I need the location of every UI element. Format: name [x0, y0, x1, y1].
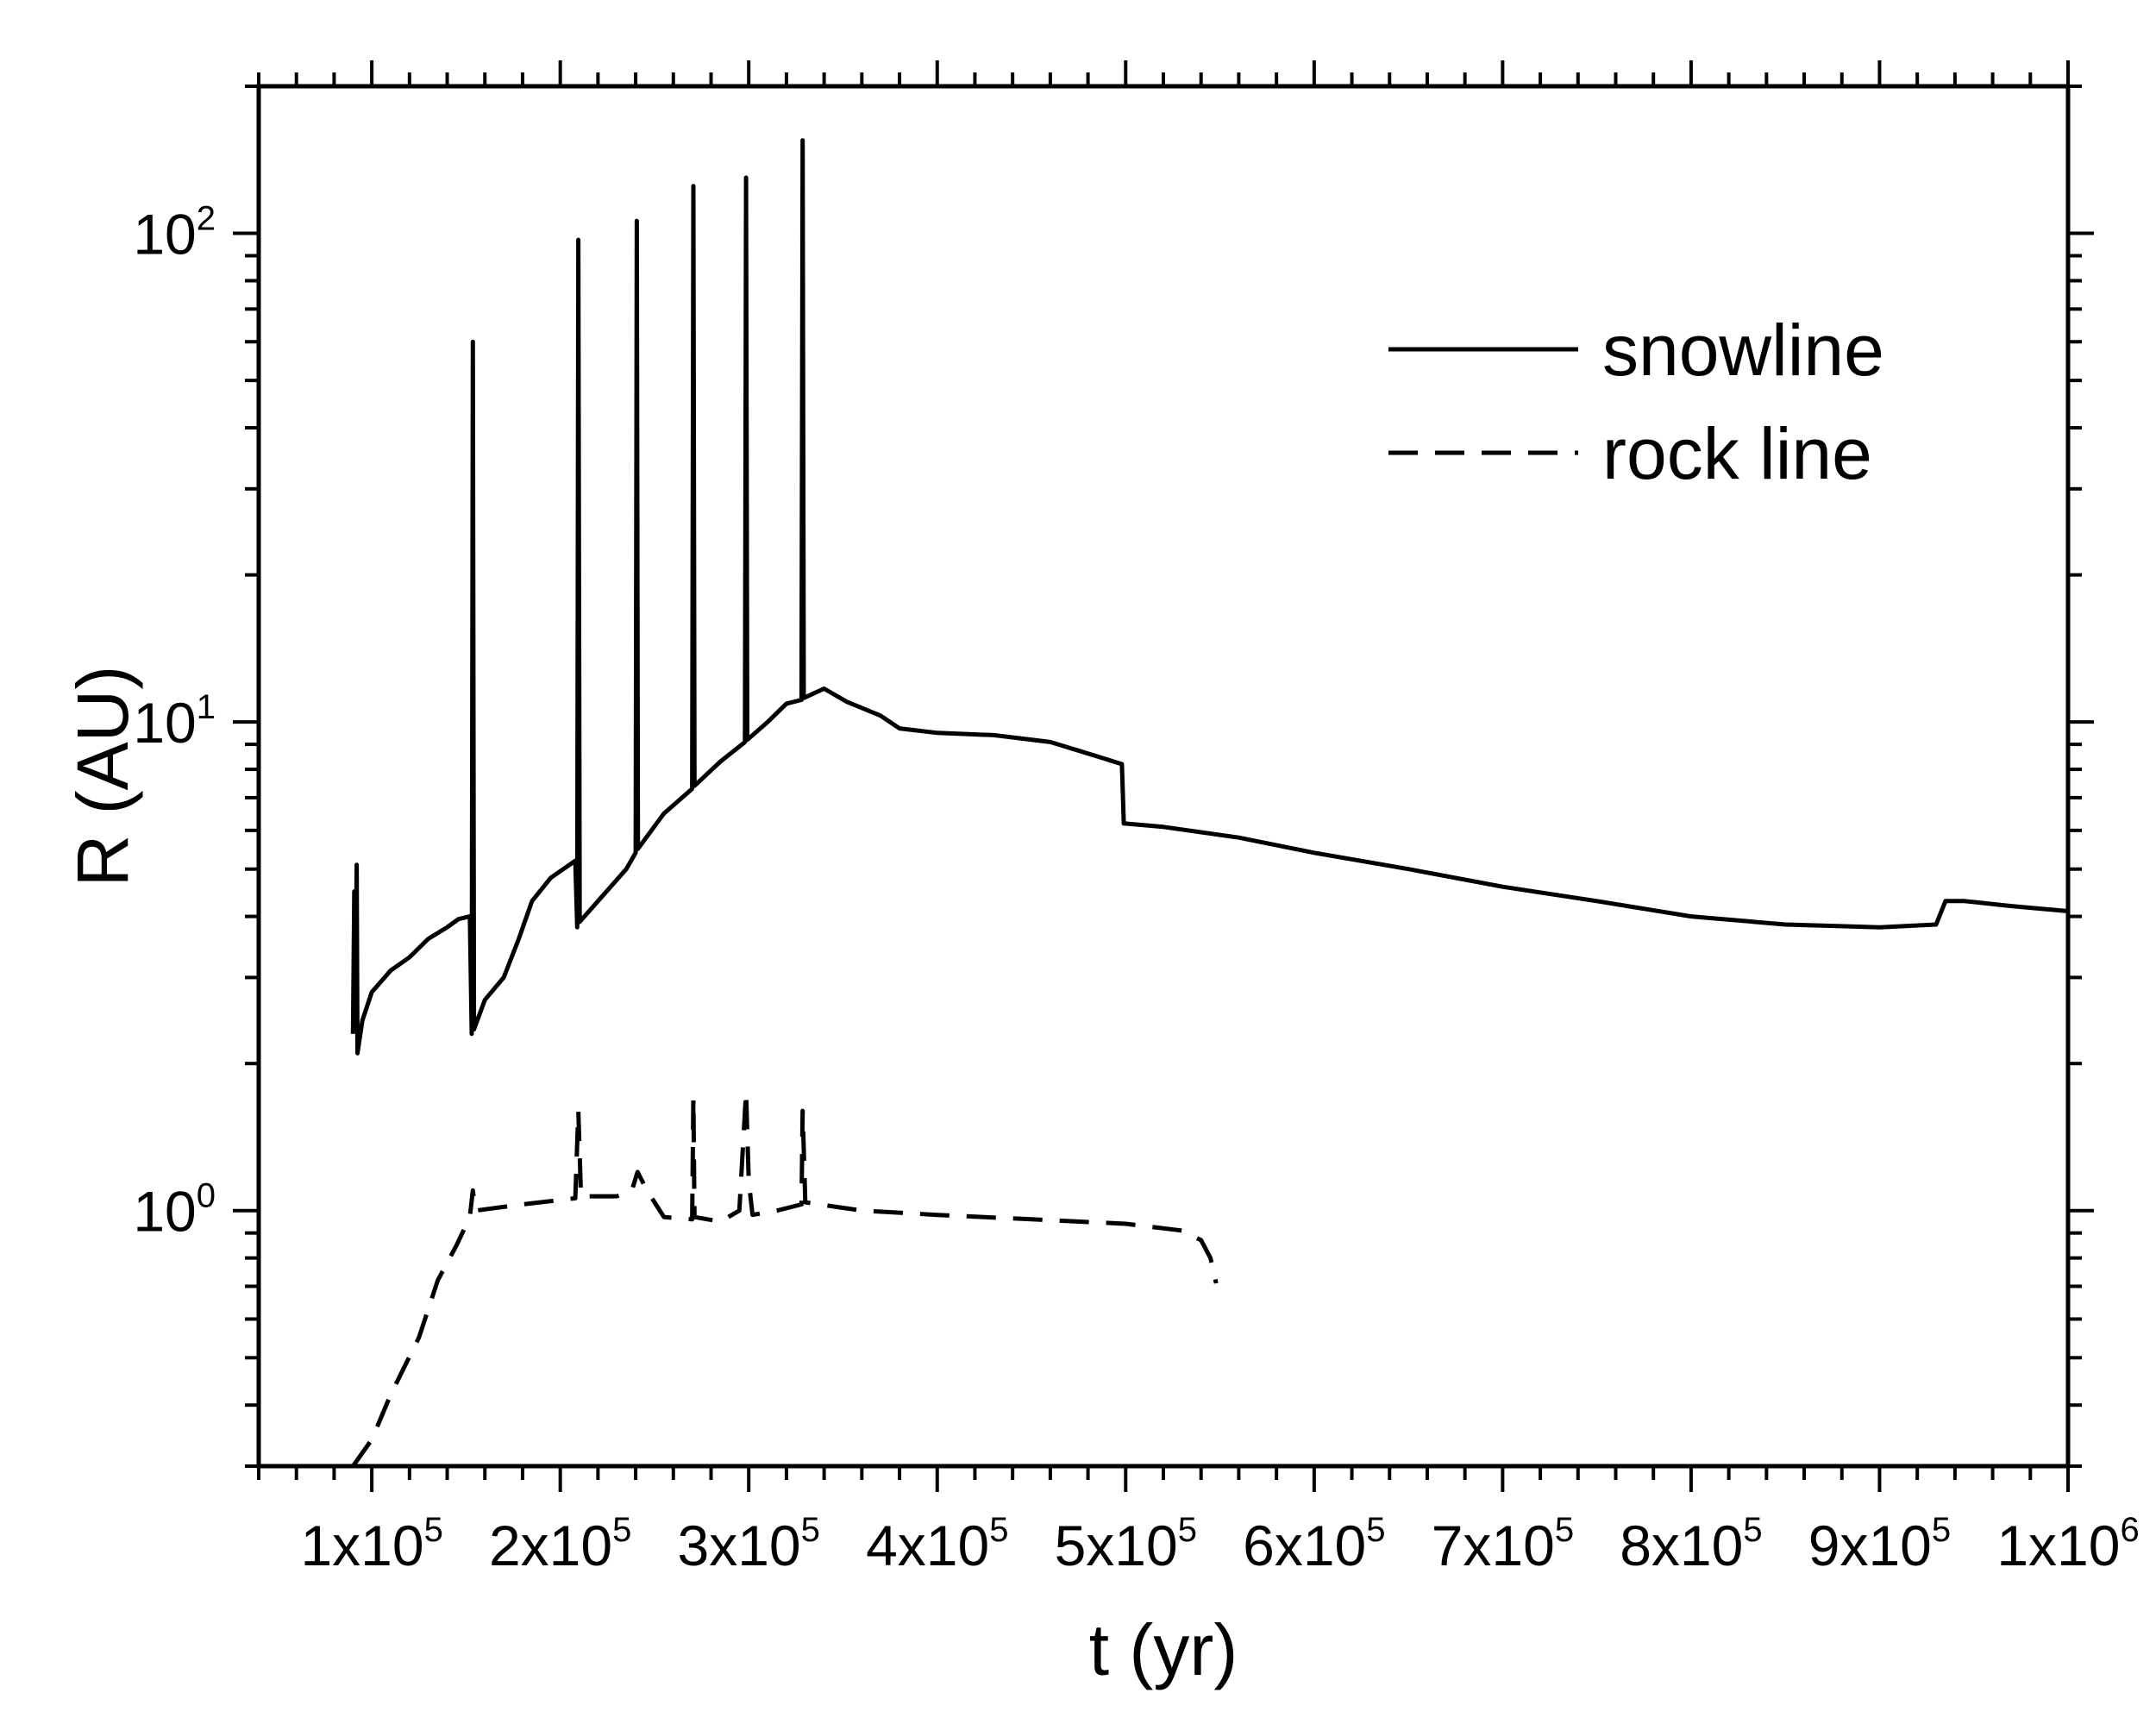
- x-tick-label-exp: 5: [989, 1511, 1008, 1549]
- y-tick-label-base: 10: [133, 203, 196, 266]
- y-tick-label-exp: 0: [197, 1177, 216, 1215]
- x-tick-label-exp: 5: [1555, 1511, 1574, 1549]
- x-tick-label-base: 2x10: [489, 1514, 612, 1577]
- x-tick-label: 6x105: [1243, 1511, 1385, 1577]
- plot-frame: [256, 84, 2071, 1469]
- x-tick-label: 2x105: [489, 1511, 631, 1577]
- y-axis-label: R (AU): [62, 666, 143, 887]
- series-layer: [350, 138, 2069, 1468]
- x-tick-label-base: 8x10: [1620, 1514, 1743, 1577]
- series-line-rock-line: [351, 1089, 1219, 1468]
- x-tick-label: 3x105: [678, 1511, 820, 1577]
- x-tick-label-base: 9x10: [1808, 1514, 1932, 1577]
- x-tick-label-base: 1x10: [300, 1514, 423, 1577]
- x-tick-label: 9x105: [1808, 1511, 1951, 1577]
- y-tick-label-exp: 2: [197, 200, 216, 238]
- x-tick-label-base: 4x10: [866, 1514, 989, 1577]
- x-tick-label-exp: 5: [801, 1511, 820, 1549]
- legend-label-snowline: snowline: [1602, 310, 1884, 391]
- x-tick-label-exp: 5: [1932, 1511, 1951, 1549]
- x-tick-label-base: 7x10: [1432, 1514, 1555, 1577]
- x-tick-label: 1x106: [1996, 1511, 2139, 1577]
- x-tick-label: 4x105: [866, 1511, 1008, 1577]
- y-tick-label-exp: 1: [197, 688, 216, 726]
- y-tick-label-base: 10: [133, 691, 196, 755]
- x-tick-label-exp: 5: [1366, 1511, 1385, 1549]
- x-tick-label-base: 3x10: [678, 1514, 801, 1577]
- x-tick-labels: 1x105 2x105 3x105 4x105 5x105 6x105 7x105 8x105…: [300, 1511, 2139, 1577]
- x-tick-label-base: 5x10: [1055, 1514, 1178, 1577]
- x-tick-label: 5x105: [1055, 1511, 1197, 1577]
- axis-ticks: [233, 60, 2094, 1492]
- x-tick-label-exp: 5: [1743, 1511, 1762, 1549]
- x-axis-label: t (yr): [1089, 1609, 1238, 1690]
- x-tick-label-exp: 6: [2120, 1511, 2139, 1549]
- x-tick-label-base: 1x10: [1996, 1514, 2120, 1577]
- x-tick-label-exp: 5: [1178, 1511, 1197, 1549]
- legend: snowline rock line: [1388, 310, 1884, 494]
- x-tick-label-exp: 5: [424, 1511, 443, 1549]
- y-tick-label: 100: [133, 1177, 216, 1244]
- series-line-snowline: [350, 138, 2069, 1056]
- x-tick-label: 7x105: [1432, 1511, 1574, 1577]
- x-tick-label-exp: 5: [612, 1511, 631, 1549]
- y-tick-label-base: 10: [133, 1180, 196, 1244]
- x-tick-label: 1x105: [300, 1511, 442, 1577]
- y-tick-label: 101: [133, 688, 216, 755]
- y-tick-label: 102: [133, 200, 216, 266]
- legend-label-rock-line: rock line: [1602, 413, 1872, 494]
- x-tick-label: 8x105: [1620, 1511, 1762, 1577]
- x-tick-label-base: 6x10: [1243, 1514, 1366, 1577]
